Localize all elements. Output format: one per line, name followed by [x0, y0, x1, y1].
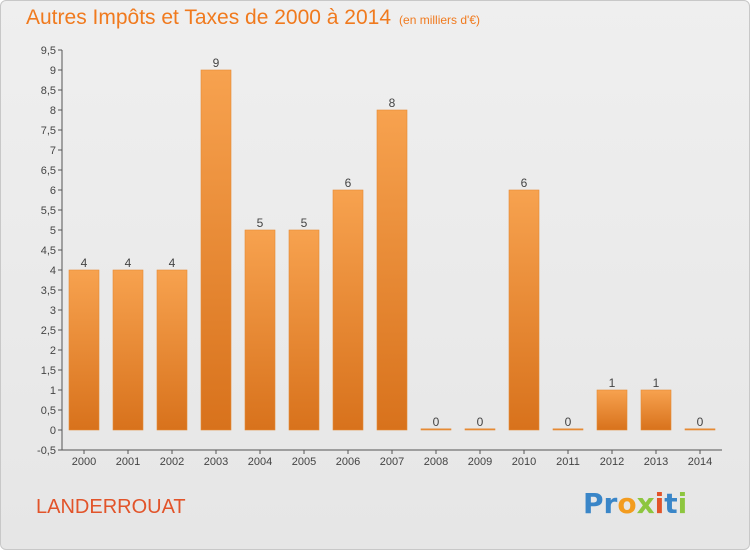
y-tick-label: 5 [50, 225, 56, 237]
bar-value-label: 0 [565, 415, 572, 429]
bar [684, 428, 716, 431]
y-tick-label: 7,5 [41, 125, 56, 137]
bar [376, 109, 408, 431]
x-tick-label: 2007 [380, 456, 404, 468]
y-tick-label: 8,5 [41, 85, 56, 97]
bar [244, 229, 276, 431]
logo-letter: t [664, 487, 678, 520]
logo-letter: i [654, 487, 665, 520]
bar-value-label: 4 [169, 256, 176, 270]
chart-title-text: Autres Impôts et Taxes de 2000 à 2014 [26, 6, 392, 29]
bar-value-label: 0 [477, 415, 484, 429]
bar [552, 428, 584, 431]
x-tick-label: 2001 [116, 456, 140, 468]
y-tick-label: 9,5 [41, 45, 56, 57]
bar-value-label: 6 [521, 176, 528, 190]
y-tick-label: 8 [50, 105, 56, 117]
x-tick-label: 2003 [204, 456, 228, 468]
bar [596, 389, 628, 431]
y-tick-label: 1,5 [41, 365, 56, 377]
bar-value-label: 4 [81, 256, 88, 270]
x-tick-label: 2005 [292, 456, 316, 468]
bar-value-label: 9 [213, 56, 220, 70]
x-tick-label: 2008 [424, 456, 448, 468]
chart-labels: 4 2000 4 2001 4 2002 9 2003 5 2004 5 2005 6 2006 8 2007… [72, 56, 712, 468]
y-tick-label: 5,5 [41, 205, 56, 217]
bar [288, 229, 320, 431]
y-tick-label: 6,5 [41, 165, 56, 177]
x-tick-label: 2006 [336, 456, 360, 468]
y-tick-label: 1 [50, 385, 56, 397]
bar-value-label: 5 [257, 216, 264, 230]
bar-value-label: 5 [301, 216, 308, 230]
bar-value-label: 4 [125, 256, 132, 270]
y-tick-label: 2,5 [41, 325, 56, 337]
y-tick-label: -0,5 [37, 445, 56, 457]
commune-name: LANDERROUAT [36, 496, 186, 518]
bar [464, 428, 496, 431]
proxiti-logo: Proxiti [583, 487, 687, 520]
x-tick-label: 2009 [468, 456, 492, 468]
x-tick-label: 2002 [160, 456, 184, 468]
chart-bars [68, 69, 716, 431]
y-tick-label: 0,5 [41, 405, 56, 417]
bar [200, 69, 232, 431]
y-tick-label: 6 [50, 185, 56, 197]
bar [508, 189, 540, 431]
logo-letter: r [603, 487, 618, 520]
bar-value-label: 0 [433, 415, 440, 429]
x-tick-label: 2014 [688, 456, 712, 468]
logo-letter: o [617, 487, 637, 520]
y-tick-label: 4 [50, 265, 56, 277]
bar [68, 269, 100, 431]
bar-value-label: 0 [697, 415, 704, 429]
y-tick-label: 3,5 [41, 285, 56, 297]
bar [420, 428, 452, 431]
x-tick-label: 2004 [248, 456, 272, 468]
logo-letter: x [636, 487, 655, 520]
chart-axes: -0,5 0 0,5 1 1,5 2 2,5 3 3,5 4 4,5 5 5,5 6 6,5 7 7,5 8 8,5… [37, 45, 722, 457]
y-tick-label: 4,5 [41, 245, 56, 257]
y-tick-label: 7 [50, 145, 56, 157]
bar-value-label: 1 [609, 376, 616, 390]
y-tick-label: 9 [50, 65, 56, 77]
x-tick-label: 2012 [600, 456, 624, 468]
chart-title: Autres Impôts et Taxes de 2000 à 2014 (en… [26, 6, 480, 30]
y-tick-label: 2 [50, 345, 56, 357]
bar [332, 189, 364, 431]
logo-letter: P [583, 487, 604, 520]
bar [640, 389, 672, 431]
bar-value-label: 6 [345, 176, 352, 190]
chart-subtitle: (en milliers d'€) [399, 13, 481, 27]
bar [156, 269, 188, 431]
bar [112, 269, 144, 431]
y-tick-label: 3 [50, 305, 56, 317]
bar-value-label: 8 [389, 96, 396, 110]
logo-letter: i [677, 487, 688, 520]
x-tick-label: 2013 [644, 456, 668, 468]
x-tick-label: 2011 [556, 456, 580, 468]
bar-value-label: 1 [653, 376, 660, 390]
x-tick-label: 2010 [512, 456, 536, 468]
x-tick-label: 2000 [72, 456, 96, 468]
y-tick-label: 0 [50, 425, 56, 437]
